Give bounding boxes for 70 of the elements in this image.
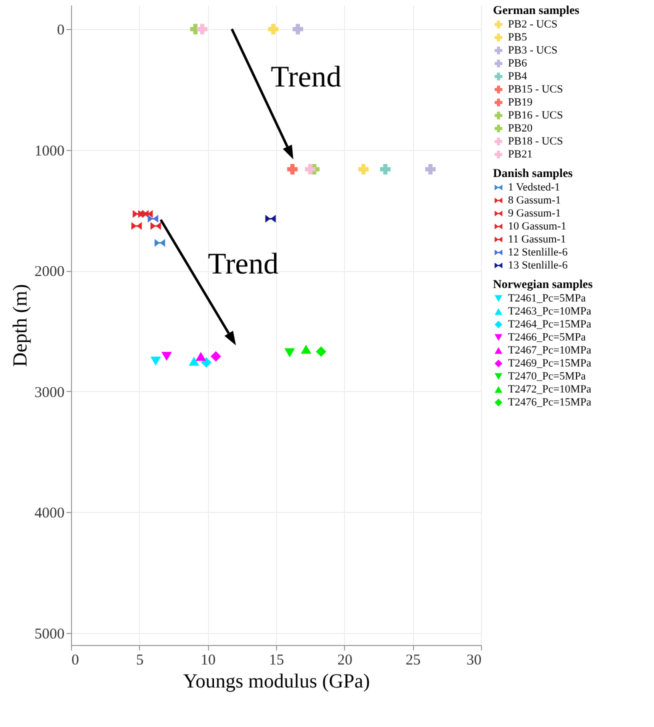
text: Danish samples [493,166,573,180]
x-axis-title: Youngs modulus (GPa) [183,670,370,692]
legend-label: PB3 - UCS [508,44,558,56]
legend-label: 10 Gassum-1 [508,220,566,232]
legend-label: PB6 [508,58,528,70]
point [150,222,161,230]
point [358,164,369,174]
legend-label: T2472_Pc=10MPa [508,384,592,396]
legend-label: T2467_Pc=10MPa [508,344,592,356]
point [304,164,316,174]
x-tick-label: 0 [72,652,79,668]
y-axis-title: Depth (m) [10,284,32,367]
legend-label: T2463_Pc=10MPa [508,306,592,318]
x-tick-label: 15 [269,652,284,668]
point [210,351,222,362]
legend-label: PB5 [508,32,528,44]
legend-label: PB19 [508,96,533,108]
legend-label: 9 Gassum-1 [508,208,561,220]
point [142,210,153,218]
legend-label: 1 Vedsted-1 [508,182,560,194]
point [154,238,166,247]
legend-label: PB18 - UCS [508,136,564,148]
y-tick-label: 3000 [34,384,64,401]
x-tick-label: 25 [406,652,421,668]
y-tick-label: 4000 [34,506,64,522]
annotation: Trend [208,248,278,281]
legend-label: T2464_Pc=15MPa [508,318,592,330]
text: German samples [493,3,580,17]
legend-label: PB21 [508,148,532,160]
point [292,24,304,34]
point [287,164,298,174]
legend-label: T2469_Pc=15MPa [508,358,592,370]
point [161,352,172,361]
point [201,357,212,368]
legend-label: T2470_Pc=5MPa [508,370,586,382]
annotation: Trend [270,60,342,94]
point [148,214,158,223]
point [265,214,276,223]
point [300,344,312,354]
y-tick-label: 1000 [34,143,64,160]
text: Norwegian samples [493,277,593,291]
x-tick-label: 30 [466,652,482,668]
x-tick-label: 20 [337,652,352,668]
legend-label: PB2 - UCS [508,18,558,30]
legend-label: PB16 - UCS [508,110,564,122]
legend-label: PB4 [508,70,528,82]
legend-label: T2466_Pc=5MPa [508,332,586,344]
point [196,24,208,34]
legend-label: PB15 - UCS [508,84,564,96]
point [425,164,436,174]
legend-label: PB20 [508,122,533,134]
point [268,24,279,34]
x-tick-label: 10 [200,652,216,668]
y-tick-label: 2000 [34,264,64,280]
point [284,348,295,358]
point [316,346,326,357]
point [196,352,206,361]
point [188,356,200,366]
point [150,356,161,366]
y-tick-label: 0 [57,22,64,39]
legend-label: T2476_Pc=15MPa [508,396,592,408]
legend-label: 8 Gassum-1 [508,194,561,206]
legend-label: 13 Stenlille-6 [508,260,568,272]
legend-label: 11 Gassum-1 [508,234,566,246]
legend-label: T2461_Pc=5MPa [508,292,586,304]
x-tick-label: 5 [136,652,144,668]
legend-label: 12 Stenlille-6 [508,246,568,258]
point [131,222,142,230]
point [380,164,391,174]
y-tick-label: 5000 [34,626,64,642]
